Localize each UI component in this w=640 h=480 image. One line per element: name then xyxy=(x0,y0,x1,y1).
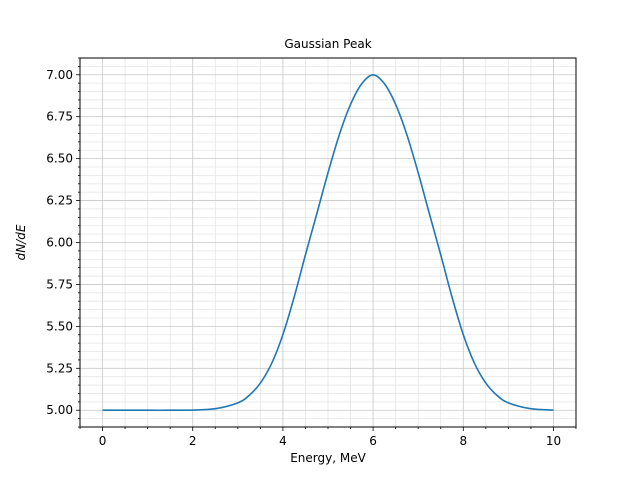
y-tick-label: 7.00 xyxy=(46,68,73,82)
x-tick-label: 6 xyxy=(369,434,377,448)
y-tick-label: 6.00 xyxy=(46,236,73,250)
x-axis-ticks: 0 2 4 6 8 10 xyxy=(79,427,577,448)
x-tick-label: 10 xyxy=(546,434,561,448)
y-tick-label: 5.00 xyxy=(46,403,73,417)
y-tick-label: 5.25 xyxy=(46,361,73,375)
y-tick-label: 6.25 xyxy=(46,194,73,208)
y-axis-label: dN/dE xyxy=(14,224,28,260)
y-tick-label: 5.75 xyxy=(46,277,73,291)
x-axis-label: Energy, MeV xyxy=(290,451,366,465)
x-tick-label: 8 xyxy=(459,434,467,448)
x-tick-label: 4 xyxy=(279,434,287,448)
x-tick-label: 2 xyxy=(189,434,197,448)
major-grid xyxy=(80,58,576,427)
y-tick-label: 6.50 xyxy=(46,152,73,166)
series-line xyxy=(102,73,554,412)
y-tick-label: 5.50 xyxy=(46,319,73,333)
chart-title: Gaussian Peak xyxy=(284,37,371,51)
y-tick-label: 6.75 xyxy=(46,110,73,124)
y-axis-ticks: 5.00 5.25 5.50 5.75 6.00 6.25 6.50 6.75 7.00 xyxy=(46,57,80,428)
x-tick-label: 0 xyxy=(99,434,107,448)
series-layer xyxy=(102,73,554,412)
